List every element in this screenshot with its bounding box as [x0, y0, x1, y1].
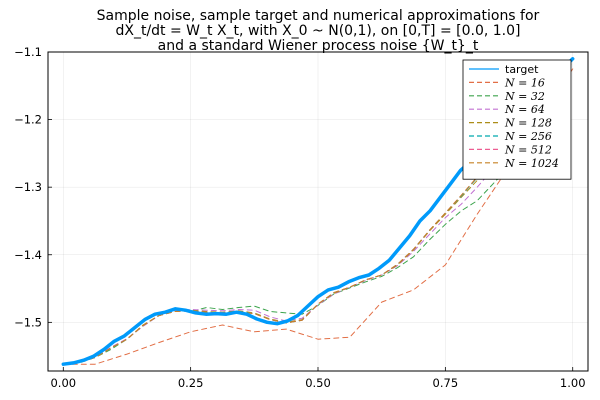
legend-box	[462, 59, 572, 180]
legend-label: N = 128	[504, 117, 552, 130]
x-tick-label: 0.75	[433, 376, 459, 390]
legend-label: N = 512	[504, 143, 552, 156]
series-line-N-32	[62, 58, 574, 365]
legend-label: N = 64	[504, 103, 545, 116]
y-tick-label: −1.5	[14, 315, 42, 329]
x-tick-label: 0.50	[305, 376, 331, 390]
y-tick-label: −1.1	[14, 45, 42, 59]
legend-label: N = 256	[504, 130, 552, 143]
legend-label: N = 1024	[504, 157, 559, 170]
chart-title-line-1: Sample noise, sample target and numerica…	[97, 8, 540, 24]
y-tick-label: −1.4	[14, 248, 42, 262]
x-tick-label: 0.00	[50, 376, 76, 390]
legend-label: N = 32	[504, 90, 545, 103]
legend-label: N = 16	[504, 76, 545, 89]
series-line-N-16	[62, 68, 574, 365]
y-tick-label: −1.2	[14, 113, 42, 127]
axis-ticks: 0.00 0.25 0.50 0.75 1.00 −1.5 −1.4 −1.3 −1.2 −1.1	[14, 45, 585, 390]
chart-title-line-3: and a standard Wiener process noise {W_t…	[158, 38, 479, 54]
chart-title-line-2: dX_t/dt = W_t X_t, with X_0 ~ N(0,1), on…	[115, 23, 520, 39]
x-tick-label: 0.25	[178, 376, 204, 390]
x-tick-label: 1.00	[560, 376, 586, 390]
y-tick-label: −1.3	[14, 180, 42, 194]
legend-label: target	[505, 63, 539, 76]
